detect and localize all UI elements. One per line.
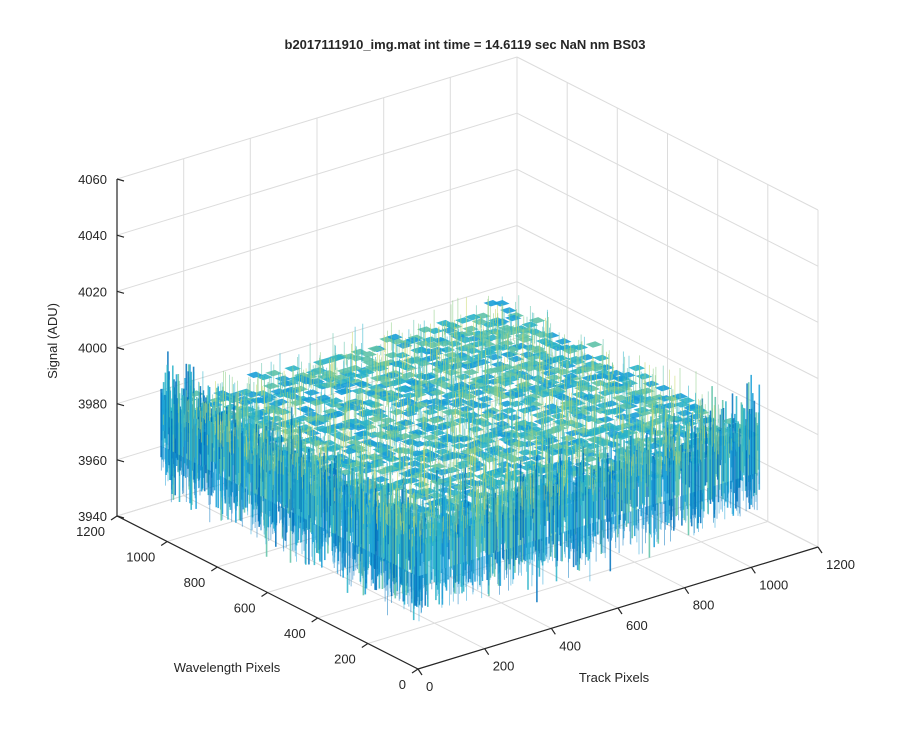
surface-patch: [571, 344, 589, 351]
surface-patch: [633, 406, 651, 414]
surface-patch: [516, 336, 534, 343]
surface-patch: [540, 382, 558, 389]
surface-patch: [467, 357, 484, 364]
surface-patch: [574, 385, 591, 392]
surface-patch: [417, 326, 434, 333]
back-wall-grid-line: [116, 281, 518, 405]
surface-patch: [427, 417, 444, 424]
surface-patch: [624, 416, 641, 424]
surface-patch: [495, 431, 513, 438]
surface-patch: [607, 408, 624, 415]
surface-patch: [379, 417, 397, 424]
surface-patch: [557, 383, 574, 390]
side-wall-grid-line: [516, 281, 819, 436]
surface-patch: [431, 404, 449, 412]
surface-patch: [398, 419, 416, 427]
surface-patch: [453, 417, 470, 424]
back-wall-grid-line: [116, 225, 518, 348]
surface-patch: [301, 415, 318, 423]
surface-patch: [400, 392, 418, 399]
surface-patch: [571, 413, 589, 420]
surface-patch: [315, 415, 333, 422]
surface-patch: [567, 408, 584, 416]
surface-patch: [585, 341, 603, 348]
surface-patch: [571, 391, 589, 398]
surface-patch: [476, 395, 494, 403]
side-wall-grid-line: [516, 225, 819, 379]
surface-patch: [526, 426, 544, 433]
surface-patch: [600, 457, 617, 465]
surface-patch: [500, 447, 518, 454]
surface-patch: [614, 433, 632, 440]
surface-patch: [626, 424, 643, 432]
surface-patch: [569, 399, 586, 407]
surface-patch: [496, 461, 513, 468]
surface-patch: [308, 378, 325, 385]
surface-patch: [517, 381, 534, 388]
back-wall-grid-line: [116, 168, 518, 292]
surface-patch: [593, 372, 610, 380]
surface-patch: [303, 389, 321, 396]
surface-patch: [299, 446, 316, 453]
side-wall-grid-line: [516, 168, 819, 323]
surface-patch: [384, 428, 401, 436]
back-wall-grid-line: [116, 56, 518, 180]
surface-patch: [600, 422, 617, 429]
surface-patch: [566, 356, 584, 363]
surface-patch: [424, 424, 442, 432]
surface-patch: [436, 340, 453, 347]
surface-plot: [160, 295, 761, 622]
surface-patch: [315, 394, 332, 402]
surface-patch: [367, 345, 384, 352]
surface-patch: [429, 389, 446, 396]
surface-patch: [635, 373, 653, 380]
surface-patch: [476, 420, 494, 428]
surface-patch: [459, 330, 477, 337]
surface-patch: [412, 401, 430, 409]
surface-patch: [509, 372, 527, 379]
surface-patch: [419, 348, 437, 355]
surface-patch: [533, 331, 551, 338]
surface-patch: [398, 397, 416, 404]
side-wall-grid-line: [516, 56, 819, 211]
surface-patch: [500, 371, 517, 378]
back-wall-grid-line: [116, 112, 518, 236]
surface-patch: [474, 377, 491, 385]
surface-patch: [343, 372, 361, 379]
surface-patch: [329, 354, 347, 361]
side-wall-grid-line: [516, 112, 819, 267]
surface-patch: [436, 319, 453, 327]
surface-patch: [602, 400, 620, 407]
surface-patch: [358, 369, 375, 376]
surface-patch: [592, 354, 610, 362]
surface-patch: [628, 364, 646, 372]
surface-patch: [533, 351, 551, 358]
surface-patch: [382, 465, 399, 472]
surface-patch: [472, 382, 489, 390]
floor-grid-line: [367, 521, 768, 644]
surface-patch: [576, 441, 594, 449]
surface-patch: [528, 317, 546, 324]
surface-patch: [320, 381, 337, 389]
surface-patch: [455, 317, 472, 324]
surface-patch: [325, 445, 342, 452]
surface-patch: [393, 385, 411, 393]
surface-patch: [645, 419, 662, 427]
surface-patch: [246, 371, 264, 379]
surface-patch: [434, 469, 451, 476]
surface-patch: [604, 385, 622, 393]
surface-patch: [455, 373, 472, 380]
surface-patch: [462, 369, 479, 376]
surface-patch: [405, 379, 423, 387]
surface-patch: [394, 478, 411, 486]
surface-patch: [490, 361, 508, 368]
surface-patch: [370, 408, 387, 415]
surface-patch: [346, 365, 363, 372]
